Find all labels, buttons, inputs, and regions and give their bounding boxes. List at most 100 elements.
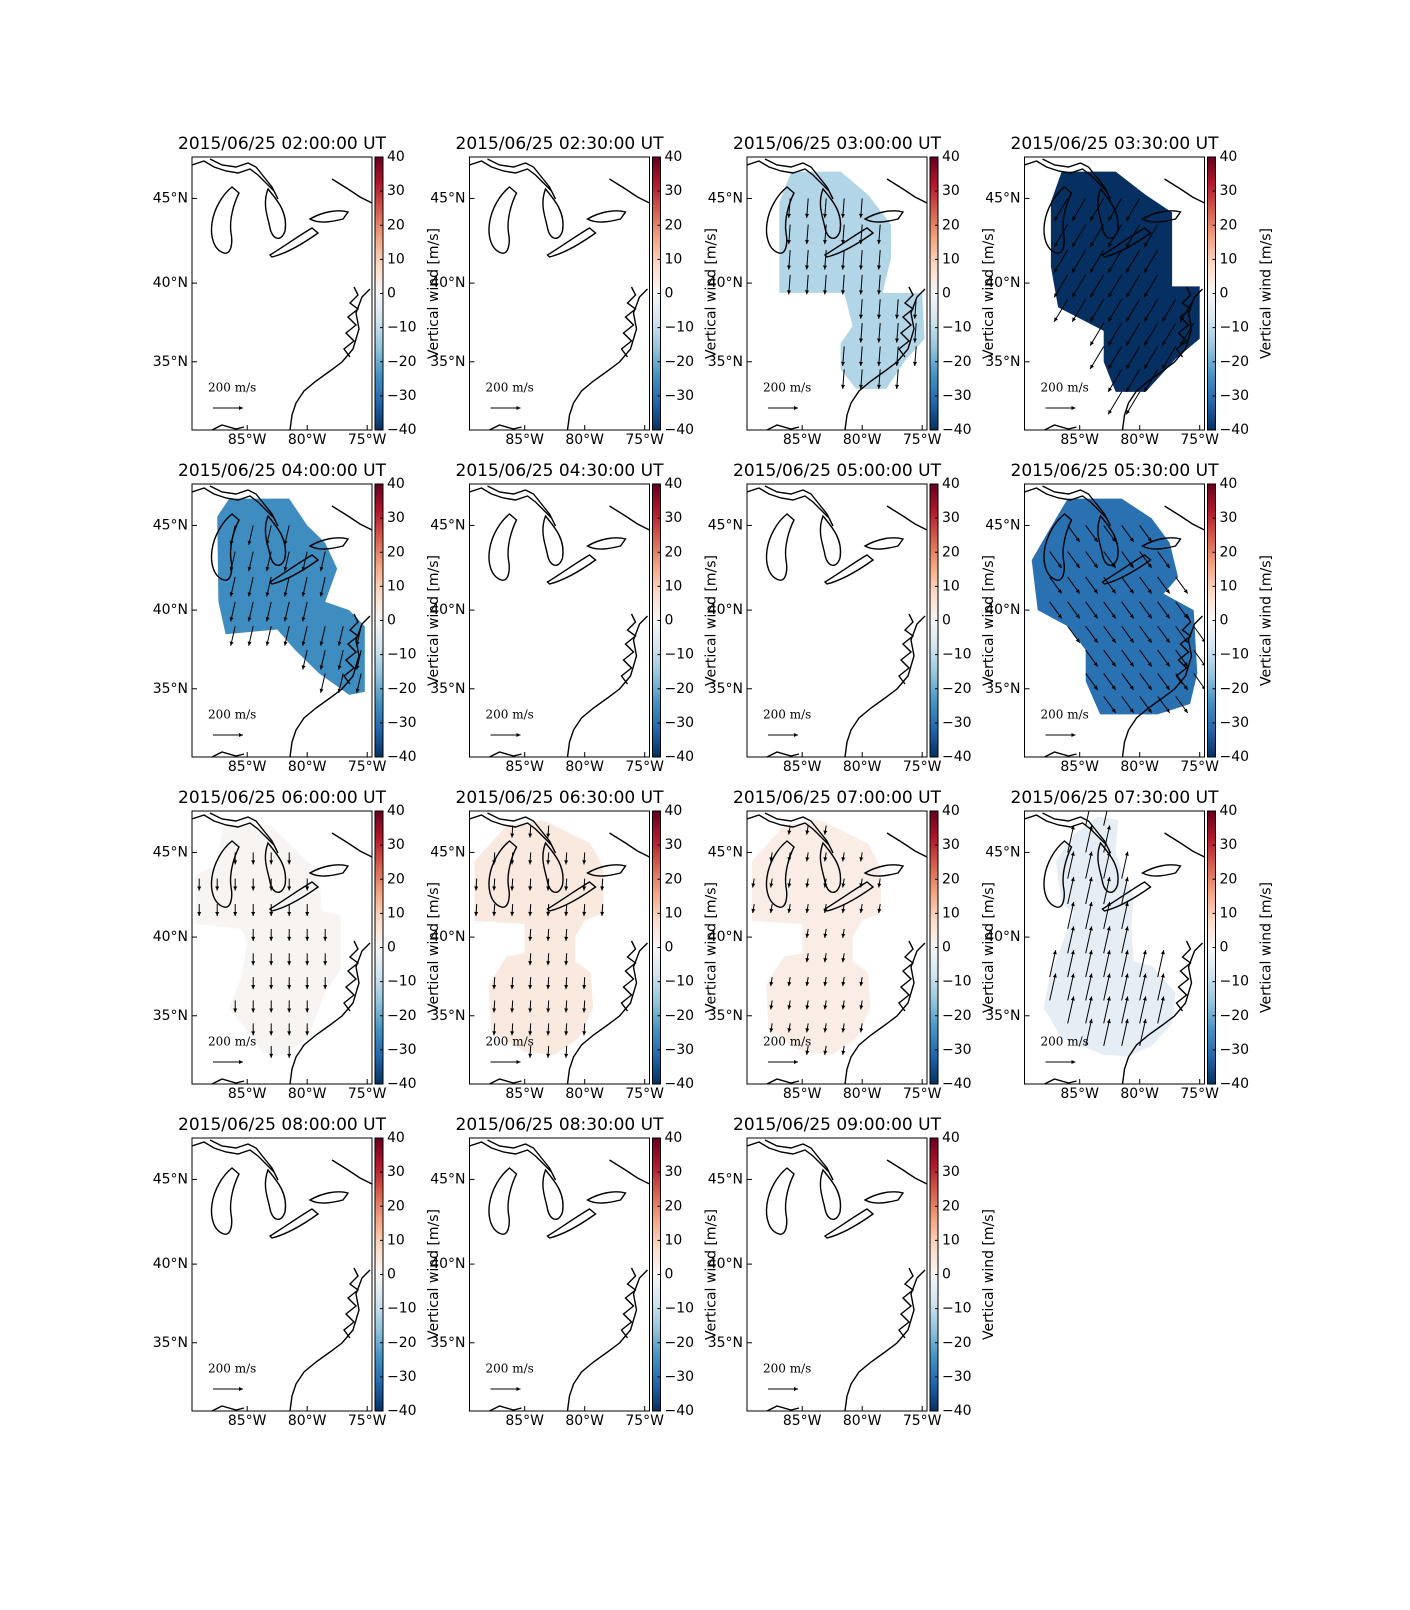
arrow-head (1124, 950, 1129, 955)
arrow-head (287, 886, 292, 891)
arrow-shaft (1085, 973, 1093, 1001)
colorbar-tick-label: 20 (665, 217, 683, 233)
wind-arrow (1193, 673, 1205, 690)
wind-arrow (510, 878, 515, 891)
arrow-head (794, 1387, 798, 1391)
wind-arrow (1121, 649, 1135, 667)
wind-arrow (1125, 198, 1141, 222)
colorbar-tick-label: 0 (665, 940, 674, 956)
arrow-head (794, 406, 798, 410)
wind-arrow (492, 904, 497, 917)
x-tick-label: 85°W (783, 1086, 822, 1102)
arrow-head (229, 540, 234, 545)
arrow-head (1093, 589, 1098, 594)
wind-arrow (528, 953, 533, 966)
panel-title: 2015/06/25 02:00:00 UT (178, 134, 387, 154)
arrow-head (1144, 242, 1148, 248)
wind-arrow (768, 1060, 798, 1064)
panel-title: 2015/06/25 06:30:00 UT (456, 788, 665, 808)
wind-arrow (913, 299, 918, 319)
arrow-head (823, 1050, 828, 1055)
x-tick-label: 75°W (625, 1086, 664, 1102)
arrow-head (323, 936, 328, 941)
colorbar-tick-label: 10 (665, 578, 683, 594)
arrow-head (1165, 589, 1170, 594)
wind-arrow (564, 852, 569, 865)
wind-arrow (492, 1000, 497, 1013)
quiver-key-label: 200 m/s (208, 1362, 256, 1376)
y-tick-label: 45°N (153, 844, 188, 860)
arrow-head (1108, 387, 1112, 392)
colorbar-tick-label: −30 (665, 715, 695, 731)
wind-arrow (229, 551, 236, 572)
arrow-head (805, 830, 810, 835)
arrow-shaft (1103, 825, 1111, 853)
arrow-head (1070, 901, 1075, 907)
wind-arrow (319, 626, 326, 646)
wind-arrow (805, 825, 810, 835)
y-tick-label: 40°N (153, 275, 188, 291)
wind-arrow (229, 525, 236, 546)
wind-arrow (283, 601, 290, 622)
arrow-head (319, 566, 324, 572)
wind-arrow (269, 904, 274, 917)
colorbar-tick-label: −40 (1220, 749, 1250, 765)
arrow-head (251, 1031, 256, 1036)
wind-arrow (1161, 299, 1177, 323)
arrow-head (528, 1008, 533, 1013)
wind-arrow (251, 878, 256, 891)
y-tick-label: 40°N (708, 929, 743, 945)
arrow-shaft (1085, 1018, 1093, 1046)
wind-arrow (546, 977, 551, 990)
x-tick-label: 80°W (288, 432, 327, 448)
map-panel: 2015/06/25 02:00:00 UT 200 m/s 35°N 40°N 45°… (153, 134, 442, 448)
arrow-head (528, 860, 533, 865)
wind-arrow (1161, 322, 1177, 346)
arrow-head (859, 908, 864, 914)
wind-arrow (1121, 996, 1129, 1024)
wind-arrow (768, 733, 798, 737)
colorbar-tick-label: 40 (942, 149, 960, 165)
wind-arrow (805, 977, 810, 987)
wind-arrow (492, 878, 497, 891)
arrow-head (841, 265, 846, 270)
colorbar-tick-label: 20 (665, 871, 683, 887)
wind-arrow (1175, 696, 1189, 714)
arrow-shaft (1125, 249, 1141, 273)
arrow-head (582, 1008, 587, 1013)
x-tick-label: 80°W (565, 1086, 604, 1102)
arrow-shaft (1103, 851, 1111, 879)
arrow-head (1124, 996, 1129, 1001)
map-panel: 2015/06/25 04:30:00 UT 200 m/s 35°N 40°N 45°… (430, 461, 719, 775)
arrow-head (546, 860, 551, 865)
arrow-head (1090, 364, 1094, 369)
colorbar-tick-label: −30 (942, 1369, 972, 1385)
wind-arrow (564, 928, 569, 941)
wind-arrow (582, 878, 587, 891)
colorbar-tick-label: 30 (665, 510, 683, 526)
colorbar-tick-label: 20 (387, 871, 405, 887)
arrow-shaft (1125, 198, 1141, 222)
arrow-head (1129, 708, 1134, 713)
map-body (469, 812, 650, 1084)
wind-arrow (859, 198, 864, 218)
wind-arrow (1107, 391, 1123, 415)
arrow-head (516, 406, 521, 410)
colorbar-tick-label: −40 (387, 1076, 417, 1092)
wind-arrow (490, 733, 521, 737)
arrow-head (1090, 268, 1094, 273)
arrow-head (1165, 662, 1170, 667)
x-tick-label: 85°W (505, 432, 544, 448)
arrow-head (1183, 662, 1188, 667)
wind-arrow (564, 977, 569, 990)
arrow-head (582, 984, 587, 990)
wind-arrow (1157, 973, 1165, 1001)
wind-arrow (1179, 299, 1195, 323)
wind-arrow (337, 673, 344, 694)
map-frame (469, 156, 650, 431)
colorbar-tick-label: 20 (1220, 871, 1238, 887)
wind-arrow (564, 878, 569, 891)
wind-arrow (1157, 649, 1171, 667)
arrow-head (1111, 638, 1116, 643)
arrow-shaft (1103, 926, 1111, 954)
